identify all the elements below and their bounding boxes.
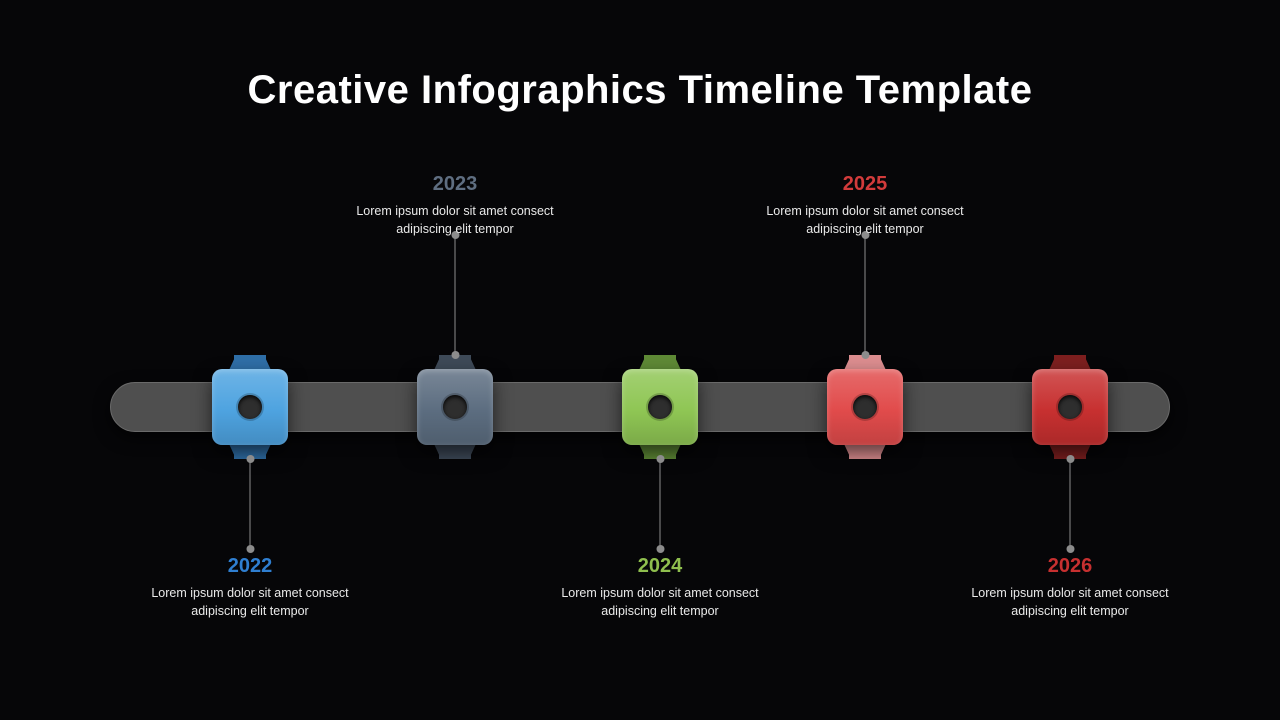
milestone-year: 2025 [745,173,985,196]
milestone-label-2025: 2025 Lorem ipsum dolor sit amet consect a… [745,173,985,238]
milestone-desc: Lorem ipsum dolor sit amet consect adipi… [950,584,1190,620]
page-title: Creative Infographics Timeline Template [0,68,1280,113]
connector-line [1070,459,1071,549]
milestone-year: 2022 [130,555,370,578]
milestone-label-2022: 2022 Lorem ipsum dolor sit amet consect a… [130,555,370,620]
timeline-node-2022 [212,369,288,445]
milestone-label-2024: 2024 Lorem ipsum dolor sit amet consect a… [540,555,780,620]
milestone-desc: Lorem ipsum dolor sit amet consect adipi… [745,202,985,238]
milestone-year: 2023 [335,173,575,196]
milestone-year: 2026 [950,555,1190,578]
node-dot-icon [853,395,877,419]
timeline-node-2025 [827,369,903,445]
milestone-desc: Lorem ipsum dolor sit amet consect adipi… [335,202,575,238]
milestone-label-2023: 2023 Lorem ipsum dolor sit amet consect a… [335,173,575,238]
milestone-label-2026: 2026 Lorem ipsum dolor sit amet consect a… [950,555,1190,620]
milestone-desc: Lorem ipsum dolor sit amet consect adipi… [540,584,780,620]
connector-line [250,459,251,549]
timeline-node-2024 [622,369,698,445]
connector-line [455,235,456,355]
connector-line [865,235,866,355]
node-dot-icon [1058,395,1082,419]
timeline-node-2023 [417,369,493,445]
milestone-year: 2024 [540,555,780,578]
node-dot-icon [443,395,467,419]
node-dot-icon [238,395,262,419]
node-dot-icon [648,395,672,419]
timeline-node-2026 [1032,369,1108,445]
milestone-desc: Lorem ipsum dolor sit amet consect adipi… [130,584,370,620]
connector-line [660,459,661,549]
